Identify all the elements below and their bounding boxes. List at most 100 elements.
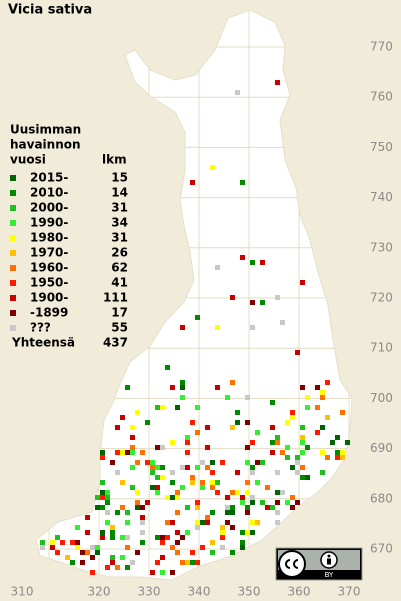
observation-square: [170, 520, 175, 525]
observation-square: [135, 550, 140, 555]
observation-square: [255, 480, 260, 485]
observation-square: [270, 450, 275, 455]
observation-square: [280, 490, 285, 495]
observation-square: [55, 550, 60, 555]
observation-square: [235, 420, 240, 425]
observation-square: [245, 505, 250, 510]
observation-square: [145, 500, 150, 505]
observation-square: [175, 510, 180, 515]
observation-square: [175, 540, 180, 545]
observation-square: [160, 445, 165, 450]
observation-square: [170, 440, 175, 445]
observation-square: [180, 325, 185, 330]
observation-square: [210, 485, 215, 490]
observation-square: [250, 440, 255, 445]
x-tick-label: 370: [338, 585, 361, 599]
observation-square: [170, 495, 175, 500]
observation-square: [300, 385, 305, 390]
observation-square: [260, 260, 265, 265]
y-tick-label: 730: [370, 240, 393, 254]
observation-square: [130, 425, 135, 430]
observation-square: [280, 320, 285, 325]
observation-square: [140, 450, 145, 455]
observation-square: [185, 530, 190, 535]
legend-count: 31: [111, 231, 128, 245]
observation-square: [265, 505, 270, 510]
x-tick-label: 350: [238, 585, 261, 599]
observation-square: [250, 260, 255, 265]
legend-label: 1900-: [30, 291, 68, 305]
observation-square: [235, 490, 240, 495]
observation-square: [155, 485, 160, 490]
observation-square: [130, 560, 135, 565]
observation-square: [70, 560, 75, 565]
legend-swatch: [10, 295, 16, 301]
observation-square: [235, 470, 240, 475]
observation-square: [315, 385, 320, 390]
observation-square: [325, 415, 330, 420]
x-tick-label: 340: [188, 585, 211, 599]
observation-square: [245, 480, 250, 485]
observation-square: [95, 550, 100, 555]
observation-square: [230, 490, 235, 495]
observation-square: [300, 465, 305, 470]
observation-square: [245, 395, 250, 400]
observation-square: [135, 460, 140, 465]
observation-square: [225, 510, 230, 515]
observation-square: [230, 295, 235, 300]
observation-square: [135, 490, 140, 495]
observation-square: [175, 495, 180, 500]
axes: 310 320 330 340 350 360 370 770 760 750 740 730 720 7…: [11, 40, 393, 599]
observation-square: [250, 495, 255, 500]
observation-square: [260, 500, 265, 505]
observation-square: [205, 445, 210, 450]
observation-square: [315, 430, 320, 435]
observation-square: [105, 565, 110, 570]
map-title: Vicia sativa: [8, 3, 92, 18]
observation-square: [255, 460, 260, 465]
observation-square: [245, 510, 250, 515]
observation-square: [85, 515, 90, 520]
observation-square: [240, 545, 245, 550]
observation-square: [250, 520, 255, 525]
observation-square: [210, 470, 215, 475]
observation-square: [275, 435, 280, 440]
observation-square: [150, 570, 155, 575]
observation-square: [335, 435, 340, 440]
observation-square: [295, 470, 300, 475]
observation-square: [175, 550, 180, 555]
y-tick-label: 740: [370, 190, 393, 204]
observation-square: [340, 450, 345, 455]
observation-square: [105, 495, 110, 500]
badge-text: BY: [325, 571, 334, 579]
observation-square: [205, 465, 210, 470]
observation-square: [160, 540, 165, 545]
legend-label: 2000-: [30, 201, 68, 215]
observation-square: [220, 535, 225, 540]
observation-square: [75, 525, 80, 530]
observation-square: [280, 450, 285, 455]
observation-square: [300, 440, 305, 445]
legend-label: -1899: [30, 306, 68, 320]
observation-square: [120, 535, 125, 540]
observation-square: [215, 490, 220, 495]
observation-square: [220, 530, 225, 535]
observation-square: [155, 445, 160, 450]
legend-label: 1950-: [30, 276, 68, 290]
observation-square: [220, 525, 225, 530]
observation-square: [205, 515, 210, 520]
observation-square: [205, 520, 210, 525]
observation-square: [345, 440, 350, 445]
observation-square: [95, 545, 100, 550]
observation-square: [190, 560, 195, 565]
observation-square: [115, 450, 120, 455]
observation-square: [40, 540, 45, 545]
observation-square: [80, 550, 85, 555]
legend-label: 2010-: [30, 186, 68, 200]
legend-count: 111: [103, 291, 128, 305]
observation-square: [285, 445, 290, 450]
observation-square: [180, 385, 185, 390]
observation-square: [100, 505, 105, 510]
observation-square: [340, 455, 345, 460]
observation-square: [320, 425, 325, 430]
